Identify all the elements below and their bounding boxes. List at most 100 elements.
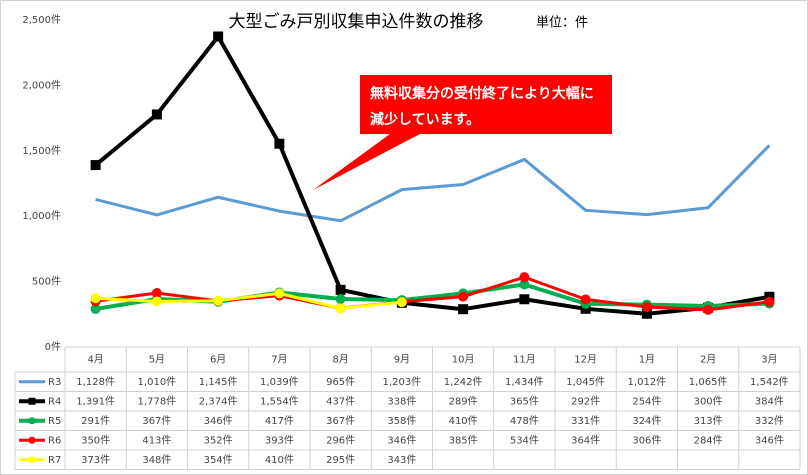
- unit-label: 単位：件: [536, 15, 588, 31]
- marker: [335, 293, 346, 304]
- marker: [580, 294, 591, 305]
- annotation: 無料収集分の受付終了により大幅に減少しています。: [370, 86, 594, 128]
- marker: [151, 296, 162, 307]
- value-label: 1,045件: [566, 376, 605, 388]
- x-tick-label: 6月: [210, 354, 226, 366]
- x-tick-label: 12月: [574, 354, 597, 366]
- value-label: 393件: [265, 434, 294, 446]
- y-tick-label: 500件: [32, 276, 61, 288]
- value-label: 289件: [449, 395, 478, 407]
- value-label: 291件: [81, 415, 110, 427]
- marker: [580, 303, 591, 314]
- marker: [28, 417, 36, 425]
- value-label: 364件: [571, 434, 600, 446]
- x-tick-label: 9月: [394, 354, 410, 366]
- value-label: 352件: [204, 434, 233, 446]
- value-label: 346件: [204, 415, 233, 427]
- value-label: 1,242件: [444, 376, 483, 388]
- x-tick-label: 7月: [271, 354, 287, 366]
- marker: [641, 301, 652, 312]
- marker: [213, 31, 224, 42]
- marker: [703, 304, 714, 315]
- value-label: 300件: [694, 395, 723, 407]
- callout: 無料収集分の受付終了により大幅に減少しています。: [370, 86, 594, 128]
- value-label: 1,010件: [138, 376, 177, 388]
- value-label: 1,391件: [76, 395, 115, 407]
- series-line: [95, 291, 403, 310]
- value-label: 417件: [265, 415, 294, 427]
- value-label: 385件: [449, 434, 478, 446]
- marker: [90, 303, 101, 314]
- value-label: 338件: [387, 395, 416, 407]
- value-label: 306件: [632, 434, 661, 446]
- callout-shape: [313, 75, 612, 190]
- value-label: 1,554件: [260, 395, 299, 407]
- marker: [90, 160, 101, 171]
- value-label: 410件: [449, 415, 478, 427]
- value-label: 292件: [571, 395, 600, 407]
- marker: [213, 295, 224, 306]
- value-label: 367件: [142, 415, 171, 427]
- value-label: 373件: [81, 454, 110, 466]
- y-tick-label: 2,500件: [22, 14, 61, 26]
- legend-label: R5: [48, 416, 61, 427]
- value-label: 254件: [632, 395, 661, 407]
- x-tick-label: 3月: [761, 354, 777, 366]
- value-label: 1,542件: [750, 376, 789, 388]
- marker: [151, 287, 162, 298]
- y-tick-label: 0件: [45, 341, 61, 353]
- x-tick-label: 1月: [639, 354, 655, 366]
- value-label: 313件: [694, 415, 723, 427]
- value-label: 534件: [510, 434, 539, 446]
- value-label: 324件: [632, 415, 661, 427]
- x-tick-label: 11月: [513, 354, 536, 366]
- marker: [519, 272, 530, 283]
- value-label: 413件: [142, 434, 171, 446]
- marker: [764, 296, 775, 307]
- value-label: 1,778件: [138, 395, 177, 407]
- legend-label: R3: [48, 377, 61, 388]
- marker: [28, 397, 36, 405]
- y-tick-label: 2,000件: [22, 79, 61, 91]
- value-label: 296件: [326, 434, 355, 446]
- value-label: 1,012件: [628, 376, 667, 388]
- value-label: 358件: [387, 415, 416, 427]
- marker: [519, 294, 530, 305]
- value-label: 284件: [694, 434, 723, 446]
- value-label: 478件: [510, 415, 539, 427]
- x-tick-label: 5月: [149, 354, 165, 366]
- value-label: 295件: [326, 454, 355, 466]
- legend-label: R6: [48, 435, 61, 446]
- value-label: 1,203件: [383, 376, 422, 388]
- value-label: 1,065件: [689, 376, 728, 388]
- marker: [274, 138, 285, 149]
- legend-label: R4: [48, 396, 61, 407]
- value-label: 350件: [81, 434, 110, 446]
- marker: [90, 293, 101, 304]
- x-tick-label: 2月: [700, 354, 716, 366]
- marker: [335, 303, 346, 314]
- y-tick-label: 1,500件: [22, 145, 61, 157]
- marker: [151, 109, 162, 120]
- value-label: 2,374件: [199, 395, 238, 407]
- value-label: 384件: [755, 395, 784, 407]
- series-line: [95, 144, 771, 223]
- marker: [396, 297, 407, 308]
- x-tick-label: 4月: [87, 354, 103, 366]
- value-label: 1,039件: [260, 376, 299, 388]
- marker: [458, 304, 469, 315]
- value-label: 332件: [755, 415, 784, 427]
- marker: [519, 279, 530, 290]
- value-label: 348件: [142, 454, 171, 466]
- series-line: [94, 34, 770, 316]
- marker: [641, 308, 652, 319]
- value-label: 343件: [387, 454, 416, 466]
- y-tick-label: 1,000件: [22, 210, 61, 222]
- value-label: 1,434件: [505, 376, 544, 388]
- marker: [458, 291, 469, 302]
- value-label: 365件: [510, 395, 539, 407]
- marker: [274, 288, 285, 299]
- x-tick-label: 8月: [332, 354, 348, 366]
- value-label: 1,128件: [76, 376, 115, 388]
